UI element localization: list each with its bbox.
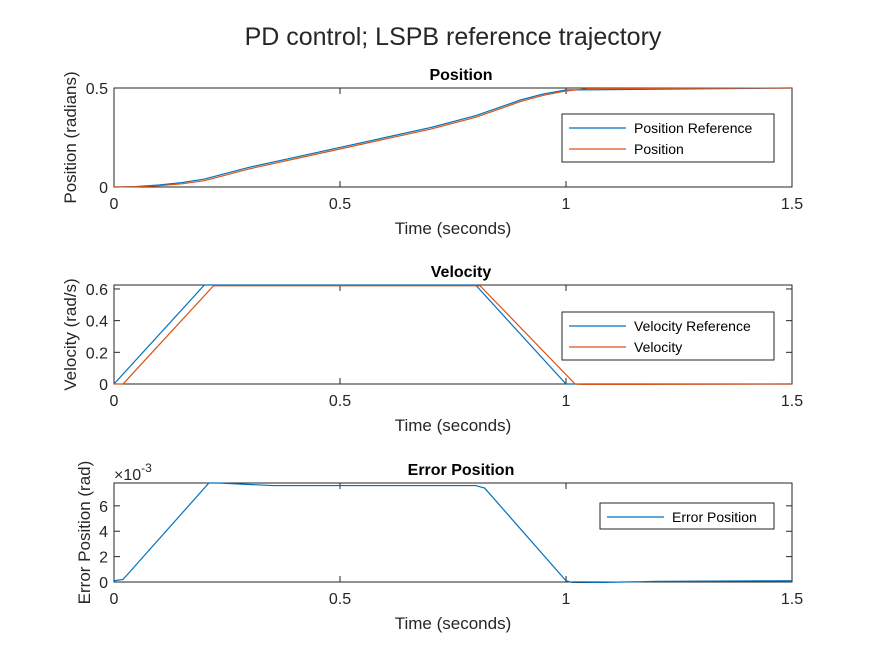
x-tick-label: 0.5 [329, 591, 351, 608]
legend-box [599, 502, 775, 530]
subplot-title: Position [429, 67, 492, 84]
y-tick-label: 2 [99, 550, 108, 567]
legend-entry: Error Position [672, 509, 757, 525]
axes-box [113, 482, 793, 583]
x-tick-label: 1 [562, 393, 571, 410]
y-tick-label: 0.2 [86, 345, 108, 362]
x-axis-label: Time (seconds) [395, 416, 512, 435]
y-tick-label: 0.4 [86, 314, 108, 331]
y-tick-label: 4 [99, 524, 108, 541]
x-axis-label: Time (seconds) [395, 219, 512, 238]
y-tick-label: 0 [99, 377, 108, 394]
legend-entry: Position [634, 141, 684, 157]
subplot-3: 0 0.5 1 1.5 0 2 4 6 ×10-3 Error Position Time (sec… [75, 461, 803, 633]
legend-entry: Velocity Reference [634, 318, 751, 334]
series-line-2 [114, 285, 792, 385]
subplot-2: 0 0.5 1 1.5 0 0.2 0.4 0.6 Velocity Time (seconds)… [61, 264, 803, 435]
x-tick-label: 0 [110, 591, 119, 608]
series-line-2 [114, 87, 792, 188]
x-axis-label: Time (seconds) [395, 614, 512, 633]
y-axis-label: Error Position (rad) [75, 461, 94, 605]
legend-box [561, 311, 775, 361]
x-tick-label: 0.5 [329, 393, 351, 410]
subplot-title: Error Position [408, 462, 515, 479]
legend: Position Reference Position [561, 113, 775, 163]
y-tick-label: 6 [99, 499, 108, 516]
legend: Error Position [599, 502, 775, 530]
x-tick-label: 1.5 [781, 196, 803, 213]
y-exponent-label: ×10-3 [114, 461, 152, 484]
subplot-1: 0 0.5 1 1.5 0 0.5 Position Time (seconds) Positi… [61, 67, 803, 238]
exponent-power: -3 [141, 461, 152, 475]
x-tick-label: 0 [110, 393, 119, 410]
x-tick-label: 0.5 [329, 196, 351, 213]
series-line-1 [114, 87, 792, 188]
x-tick-label: 1 [562, 196, 571, 213]
figure-title: PD control; LSPB reference trajectory [245, 23, 662, 51]
legend-entry: Velocity [634, 339, 682, 355]
series-line-1 [114, 482, 792, 583]
x-tick-label: 0 [110, 196, 119, 213]
y-axis-label: Velocity (rad/s) [61, 278, 80, 390]
y-tick-label: 0 [99, 180, 108, 197]
y-tick-label: 0.6 [86, 282, 108, 299]
legend: Velocity Reference Velocity [561, 311, 775, 361]
y-axis-label: Position (radians) [61, 71, 80, 203]
y-tick-label: 0.5 [86, 81, 108, 98]
subplot-title: Velocity [431, 264, 492, 281]
legend-box [561, 113, 775, 163]
x-tick-label: 1.5 [781, 393, 803, 410]
legend-entry: Position Reference [634, 120, 753, 136]
subplot-panels: 0 0.5 1 1.5 0 0.5 Position Time (seconds) Positi… [61, 67, 803, 633]
y-tick-label: 0 [99, 575, 108, 592]
x-tick-label: 1.5 [781, 591, 803, 608]
exponent-base: ×10 [114, 467, 141, 484]
x-tick-label: 1 [562, 591, 571, 608]
